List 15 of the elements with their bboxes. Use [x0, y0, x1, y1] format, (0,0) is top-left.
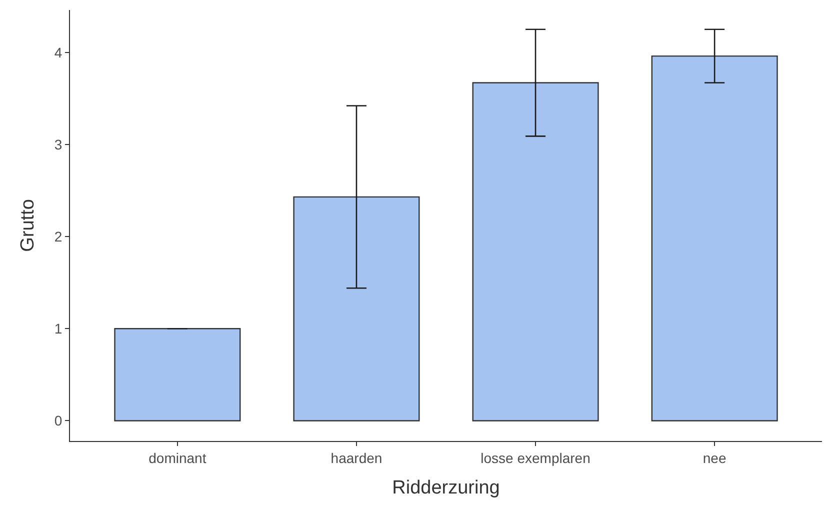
y-tick-label: 3 — [54, 136, 62, 152]
y-tick-label: 2 — [54, 228, 62, 244]
y-axis-title: Grutto — [17, 199, 38, 252]
bar — [114, 328, 241, 422]
x-tick-label: dominant — [148, 450, 206, 466]
y-tick-label: 0 — [54, 412, 62, 429]
x-tick-label: losse exemplaren — [480, 450, 590, 466]
x-axis-title: Ridderzuring — [392, 478, 500, 499]
bar — [293, 196, 420, 422]
x-tick-label: haarden — [330, 450, 382, 466]
y-tick-label: 1 — [54, 320, 62, 337]
x-tick-label: nee — [702, 450, 726, 466]
bar — [472, 82, 599, 422]
y-tick-label: 4 — [54, 44, 62, 60]
bar — [651, 55, 778, 422]
